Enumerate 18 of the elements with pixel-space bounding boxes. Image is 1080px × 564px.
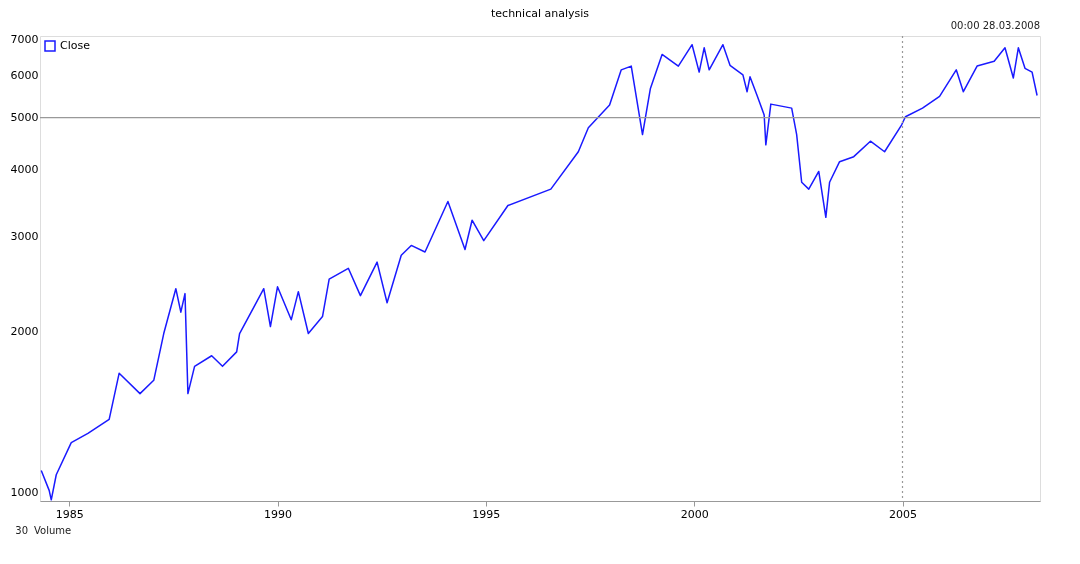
- text: 00:00 28.03.2008: [950, 20, 1040, 31]
- x-tick-label: 1995: [472, 507, 501, 521]
- x-tick-label: 2005: [889, 507, 917, 521]
- y-tick-label: 5000: [10, 111, 39, 125]
- y-tick-label: 2000: [10, 324, 39, 338]
- y-tick-label: 7000: [10, 32, 39, 46]
- y-tick-label: 1000: [10, 486, 39, 500]
- line-series: [40, 43, 1038, 501]
- x-tick-label: 2000: [680, 507, 709, 521]
- text: Volume: [34, 525, 72, 536]
- y-tick-label: 3000: [10, 230, 39, 244]
- chart-title: technical analysis: [490, 7, 590, 20]
- y-tick-label: 4000: [10, 163, 39, 177]
- y-tick-label: 6000: [10, 68, 39, 82]
- text: 30: [15, 525, 28, 536]
- legend-label: Close: [60, 39, 91, 52]
- x-tick-label: 1985: [55, 507, 84, 521]
- x-tick-label: 1990: [264, 507, 292, 521]
